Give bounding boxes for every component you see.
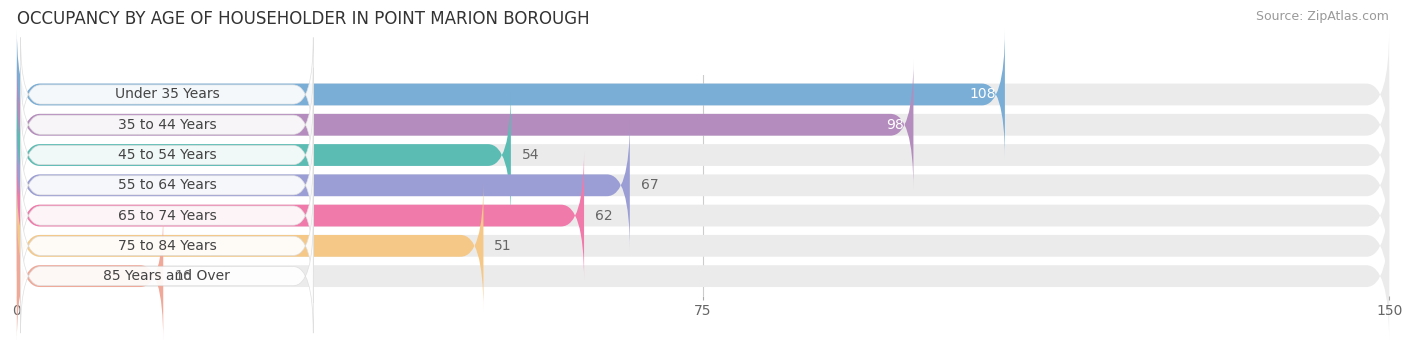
FancyBboxPatch shape (17, 90, 1389, 220)
FancyBboxPatch shape (17, 60, 1389, 189)
Text: 51: 51 (495, 239, 512, 253)
Text: 55 to 64 Years: 55 to 64 Years (118, 178, 217, 192)
FancyBboxPatch shape (21, 98, 314, 212)
FancyBboxPatch shape (21, 128, 314, 242)
Text: 98: 98 (887, 118, 904, 132)
Text: OCCUPANCY BY AGE OF HOUSEHOLDER IN POINT MARION BOROUGH: OCCUPANCY BY AGE OF HOUSEHOLDER IN POINT… (17, 10, 589, 28)
FancyBboxPatch shape (21, 37, 314, 152)
Text: 62: 62 (595, 208, 613, 223)
FancyBboxPatch shape (17, 30, 1005, 159)
FancyBboxPatch shape (21, 219, 314, 333)
Text: 67: 67 (641, 178, 658, 192)
FancyBboxPatch shape (17, 60, 914, 189)
FancyBboxPatch shape (17, 90, 510, 220)
FancyBboxPatch shape (17, 211, 163, 340)
FancyBboxPatch shape (17, 120, 630, 250)
Text: 108: 108 (969, 87, 995, 101)
Text: 35 to 44 Years: 35 to 44 Years (118, 118, 217, 132)
FancyBboxPatch shape (21, 68, 314, 182)
Text: 85 Years and Over: 85 Years and Over (104, 269, 231, 283)
FancyBboxPatch shape (17, 181, 484, 311)
Text: 75 to 84 Years: 75 to 84 Years (118, 239, 217, 253)
FancyBboxPatch shape (17, 211, 1389, 340)
FancyBboxPatch shape (17, 120, 1389, 250)
Text: 16: 16 (174, 269, 193, 283)
Text: 45 to 54 Years: 45 to 54 Years (118, 148, 217, 162)
Text: Under 35 Years: Under 35 Years (114, 87, 219, 101)
FancyBboxPatch shape (17, 151, 1389, 280)
FancyBboxPatch shape (17, 181, 1389, 311)
Text: Source: ZipAtlas.com: Source: ZipAtlas.com (1256, 10, 1389, 23)
FancyBboxPatch shape (21, 189, 314, 303)
Text: 65 to 74 Years: 65 to 74 Years (118, 208, 217, 223)
FancyBboxPatch shape (17, 30, 1389, 159)
FancyBboxPatch shape (17, 151, 583, 280)
FancyBboxPatch shape (21, 158, 314, 273)
Text: 54: 54 (522, 148, 540, 162)
